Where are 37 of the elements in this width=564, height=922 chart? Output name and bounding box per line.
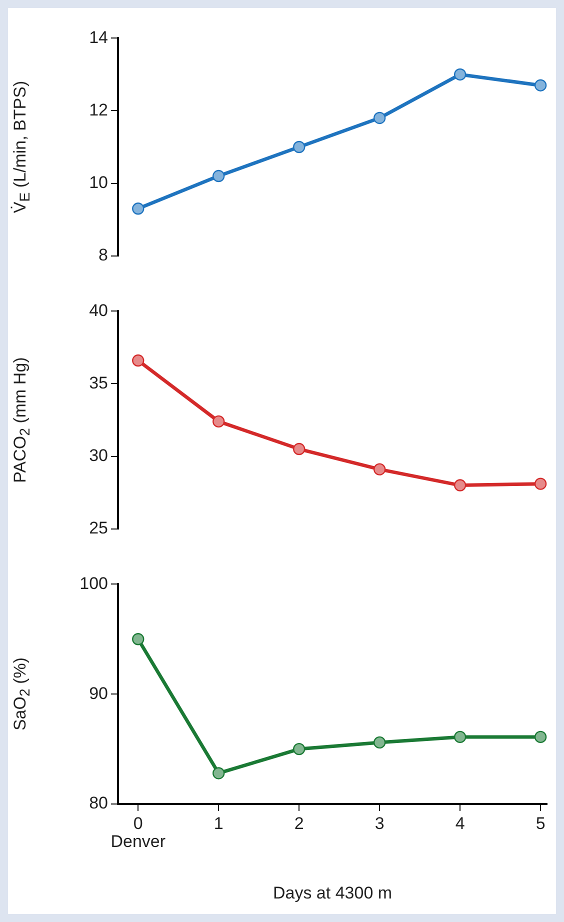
y-tick-label: 30 xyxy=(89,446,108,465)
y-tick-label: 25 xyxy=(89,518,108,538)
point xyxy=(454,68,466,81)
y-tick-label: 10 xyxy=(89,172,108,192)
point xyxy=(132,354,144,367)
text: Denver xyxy=(110,832,166,852)
point xyxy=(373,112,386,124)
point xyxy=(293,742,306,756)
point xyxy=(534,79,547,92)
point xyxy=(454,730,466,744)
point xyxy=(293,140,306,154)
y-tick-label: 12 xyxy=(89,100,108,120)
point xyxy=(212,415,225,428)
point xyxy=(132,202,144,215)
y-tick-label: 100 xyxy=(80,574,108,593)
point xyxy=(373,463,386,476)
point xyxy=(212,170,225,182)
point xyxy=(454,479,466,492)
x-tick-label: 2 xyxy=(294,814,304,833)
y-tick-label: 14 xyxy=(89,28,108,47)
x-tick-label: 3 xyxy=(374,814,384,833)
x-tick-label: 1 xyxy=(214,814,224,833)
x-tick-label: 5 xyxy=(536,814,546,833)
point xyxy=(132,633,144,646)
y-tick-label: 80 xyxy=(89,794,108,813)
point xyxy=(534,730,547,744)
x-axis-title: Days at 4300 m xyxy=(272,883,392,902)
x-tick-label: 4 xyxy=(455,814,465,833)
y-tick-label: 8 xyxy=(98,245,108,264)
point xyxy=(373,736,386,749)
x-tick-label: 0 xyxy=(133,814,143,833)
point xyxy=(534,478,547,490)
y-tick-label: 90 xyxy=(89,684,108,703)
point xyxy=(293,442,306,456)
y-tick-label: 35 xyxy=(89,373,108,392)
y-tick-label: 40 xyxy=(89,300,108,320)
point xyxy=(212,767,225,780)
